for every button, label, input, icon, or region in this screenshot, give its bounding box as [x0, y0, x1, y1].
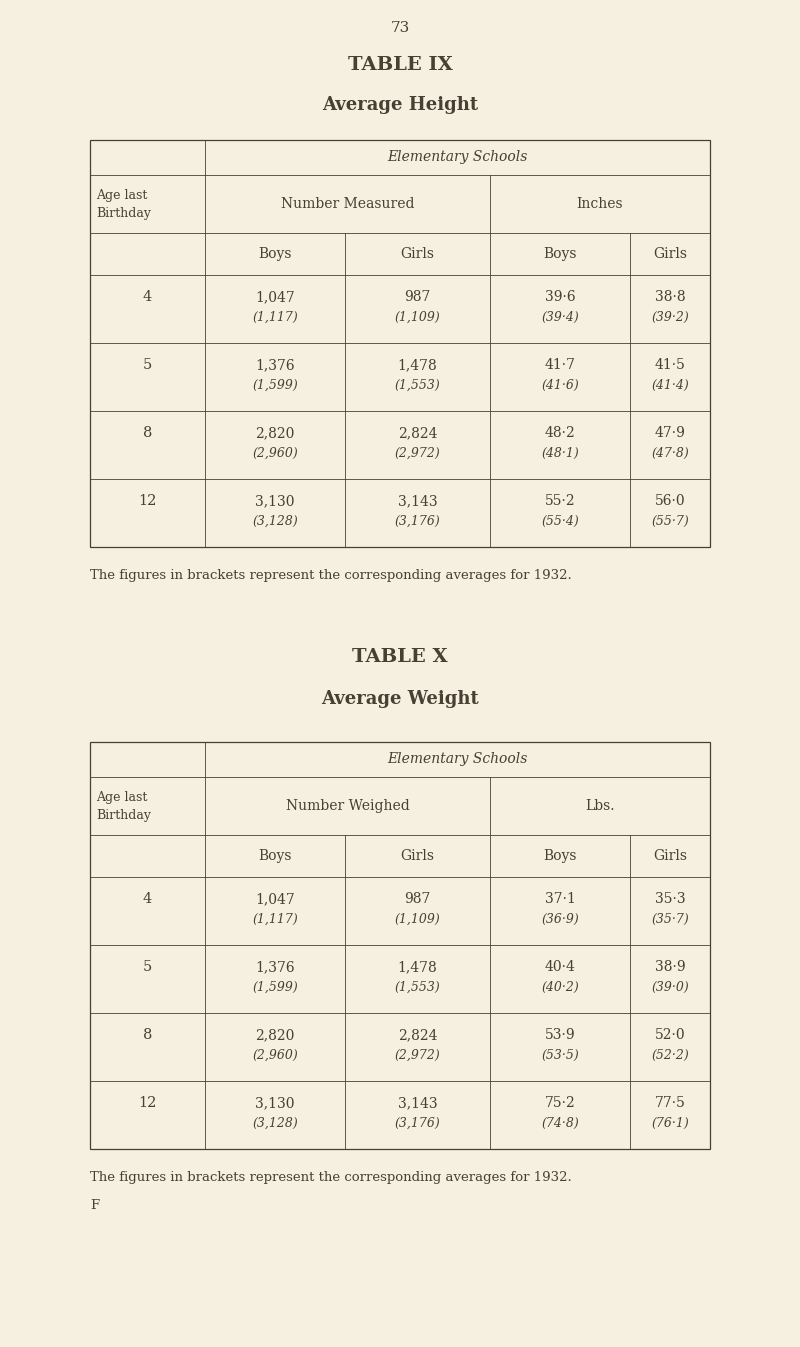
- Text: 53·9: 53·9: [545, 1029, 575, 1043]
- Text: (53·5): (53·5): [541, 1049, 579, 1061]
- Text: (48·1): (48·1): [541, 447, 579, 459]
- Text: (41·6): (41·6): [541, 379, 579, 392]
- Text: 55·2: 55·2: [545, 494, 575, 508]
- Text: 1,376: 1,376: [255, 358, 295, 372]
- Text: (39·0): (39·0): [651, 981, 689, 994]
- Text: 8: 8: [143, 427, 152, 440]
- Text: Girls: Girls: [653, 849, 687, 863]
- Text: (74·8): (74·8): [541, 1117, 579, 1130]
- Text: (3,176): (3,176): [394, 1117, 440, 1130]
- Text: 77·5: 77·5: [654, 1096, 686, 1110]
- Text: 3,130: 3,130: [255, 1096, 294, 1110]
- Text: (47·8): (47·8): [651, 447, 689, 459]
- Text: 1,478: 1,478: [398, 960, 438, 974]
- Text: 4: 4: [143, 893, 152, 907]
- Text: Age last
Birthday: Age last Birthday: [96, 189, 151, 220]
- Text: Boys: Boys: [258, 247, 292, 261]
- Text: 987: 987: [404, 893, 430, 907]
- Text: (39·2): (39·2): [651, 311, 689, 323]
- Text: 47·9: 47·9: [654, 427, 686, 440]
- Text: (52·2): (52·2): [651, 1049, 689, 1061]
- Text: (39·4): (39·4): [541, 311, 579, 323]
- Text: 1,478: 1,478: [398, 358, 438, 372]
- Text: 40·4: 40·4: [545, 960, 575, 974]
- Bar: [90, 742, 710, 1149]
- Text: (1,599): (1,599): [252, 379, 298, 392]
- Text: (36·9): (36·9): [541, 913, 579, 925]
- Text: 1,047: 1,047: [255, 291, 295, 304]
- Text: TABLE X: TABLE X: [352, 648, 448, 665]
- Text: Elementary Schools: Elementary Schools: [387, 753, 528, 766]
- Text: 38·8: 38·8: [654, 291, 686, 304]
- Text: (55·7): (55·7): [651, 515, 689, 528]
- Text: 35·3: 35·3: [654, 893, 686, 907]
- Text: 48·2: 48·2: [545, 427, 575, 440]
- Text: Boys: Boys: [543, 849, 577, 863]
- Text: 56·0: 56·0: [654, 494, 686, 508]
- Text: (1,117): (1,117): [252, 913, 298, 925]
- Text: 39·6: 39·6: [545, 291, 575, 304]
- Text: 2,820: 2,820: [255, 427, 294, 440]
- Text: (40·2): (40·2): [541, 981, 579, 994]
- Text: 8: 8: [143, 1029, 152, 1043]
- Text: (76·1): (76·1): [651, 1117, 689, 1130]
- Text: 2,820: 2,820: [255, 1029, 294, 1043]
- Text: (3,128): (3,128): [252, 515, 298, 528]
- Text: (1,599): (1,599): [252, 981, 298, 994]
- Text: (35·7): (35·7): [651, 913, 689, 925]
- Text: TABLE IX: TABLE IX: [347, 57, 453, 74]
- Text: 41·7: 41·7: [545, 358, 575, 372]
- Text: The figures in brackets represent the corresponding averages for 1932.: The figures in brackets represent the co…: [90, 1171, 572, 1184]
- Text: Boys: Boys: [543, 247, 577, 261]
- Text: 3,130: 3,130: [255, 494, 294, 508]
- Text: Girls: Girls: [401, 849, 434, 863]
- Text: 75·2: 75·2: [545, 1096, 575, 1110]
- Text: (2,972): (2,972): [394, 447, 440, 459]
- Text: 1,376: 1,376: [255, 960, 295, 974]
- Bar: [90, 140, 710, 547]
- Text: 38·9: 38·9: [654, 960, 686, 974]
- Text: Girls: Girls: [401, 247, 434, 261]
- Text: (3,128): (3,128): [252, 1117, 298, 1130]
- Text: 3,143: 3,143: [398, 494, 438, 508]
- Text: (41·4): (41·4): [651, 379, 689, 392]
- Text: 1,047: 1,047: [255, 893, 295, 907]
- Text: The figures in brackets represent the corresponding averages for 1932.: The figures in brackets represent the co…: [90, 568, 572, 582]
- Text: 41·5: 41·5: [654, 358, 686, 372]
- Text: (1,109): (1,109): [394, 913, 440, 925]
- Text: (1,109): (1,109): [394, 311, 440, 323]
- Text: Elementary Schools: Elementary Schools: [387, 151, 528, 164]
- Text: (1,553): (1,553): [394, 379, 440, 392]
- Text: 12: 12: [138, 1096, 157, 1110]
- Text: Boys: Boys: [258, 849, 292, 863]
- Text: Age last
Birthday: Age last Birthday: [96, 791, 151, 822]
- Text: Average Weight: Average Weight: [321, 690, 479, 709]
- Text: 4: 4: [143, 291, 152, 304]
- Text: F: F: [90, 1199, 99, 1212]
- Text: Number Measured: Number Measured: [281, 197, 414, 211]
- Text: 2,824: 2,824: [398, 1029, 438, 1043]
- Text: 3,143: 3,143: [398, 1096, 438, 1110]
- Text: (3,176): (3,176): [394, 515, 440, 528]
- Text: Number Weighed: Number Weighed: [286, 799, 410, 814]
- Text: 5: 5: [143, 960, 152, 974]
- Text: 2,824: 2,824: [398, 427, 438, 440]
- Text: Girls: Girls: [653, 247, 687, 261]
- Text: (2,960): (2,960): [252, 447, 298, 459]
- Text: (55·4): (55·4): [541, 515, 579, 528]
- Text: (1,117): (1,117): [252, 311, 298, 323]
- Text: (2,960): (2,960): [252, 1049, 298, 1061]
- Text: 5: 5: [143, 358, 152, 372]
- Text: Average Height: Average Height: [322, 96, 478, 114]
- Text: 12: 12: [138, 494, 157, 508]
- Text: (1,553): (1,553): [394, 981, 440, 994]
- Text: 37·1: 37·1: [545, 893, 575, 907]
- Text: 52·0: 52·0: [654, 1029, 686, 1043]
- Text: 987: 987: [404, 291, 430, 304]
- Text: (2,972): (2,972): [394, 1049, 440, 1061]
- Text: 73: 73: [390, 22, 410, 35]
- Text: Lbs.: Lbs.: [586, 799, 614, 814]
- Text: Inches: Inches: [577, 197, 623, 211]
